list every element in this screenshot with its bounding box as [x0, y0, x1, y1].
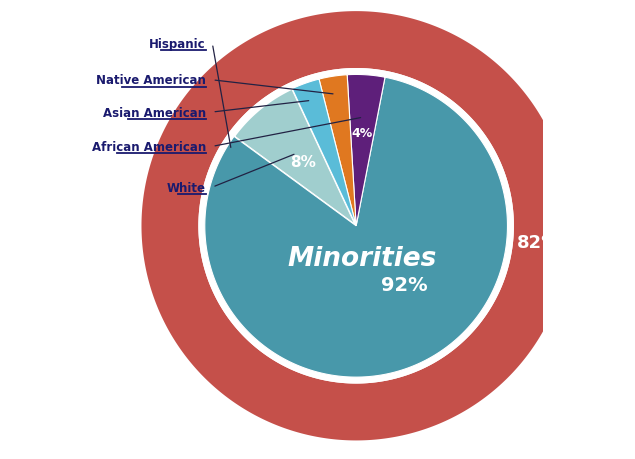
Polygon shape	[205, 75, 507, 377]
Polygon shape	[347, 75, 385, 226]
Text: White: White	[167, 181, 206, 194]
Text: African American: African American	[91, 140, 206, 153]
Text: 8%: 8%	[290, 155, 316, 169]
Polygon shape	[319, 76, 356, 226]
Text: 4%: 4%	[352, 126, 373, 140]
Polygon shape	[234, 90, 356, 226]
Text: 82%: 82%	[517, 233, 560, 251]
Text: Hispanic: Hispanic	[149, 38, 206, 50]
Text: 92%: 92%	[381, 275, 427, 294]
Polygon shape	[198, 69, 514, 384]
Polygon shape	[142, 12, 571, 441]
Text: Minorities: Minorities	[288, 246, 438, 271]
Text: Native American: Native American	[96, 74, 206, 87]
Text: Asian American: Asian American	[103, 106, 206, 119]
Polygon shape	[205, 78, 507, 377]
Polygon shape	[292, 80, 356, 226]
